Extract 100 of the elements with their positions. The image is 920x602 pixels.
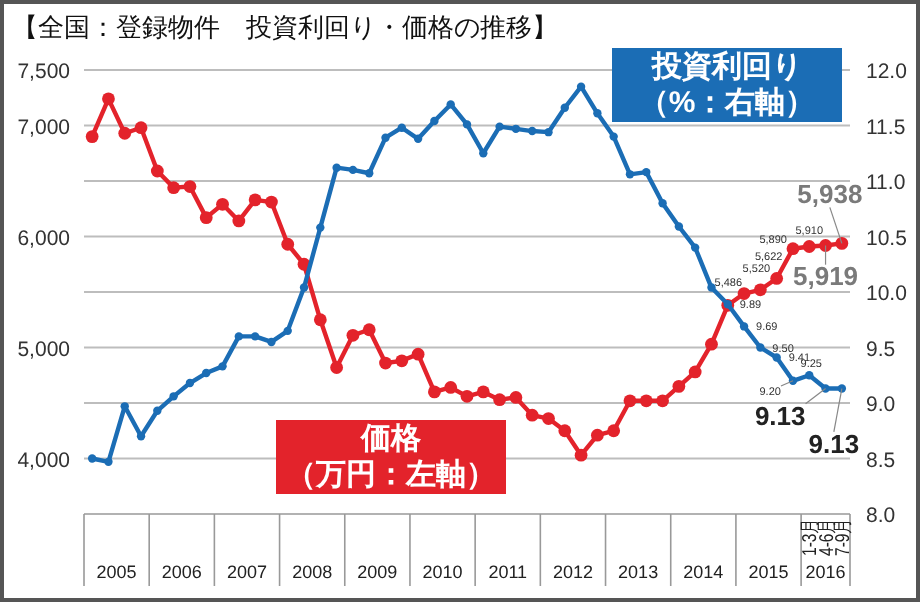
point [819, 239, 832, 252]
point [446, 100, 455, 109]
y2-tick-label: 11.5 [866, 115, 906, 140]
x-tick-label: 2008 [292, 562, 333, 582]
point [476, 385, 490, 399]
y-tick-label: 4,000 [17, 448, 71, 473]
point [574, 448, 588, 462]
x-tick-label: 2006 [161, 562, 202, 582]
point [397, 123, 407, 132]
point [444, 381, 458, 394]
point [479, 149, 488, 158]
point [756, 343, 765, 352]
point [365, 169, 374, 178]
y2-tick-label: 12.0 [866, 60, 908, 84]
x-tick-label: 2013 [618, 562, 659, 582]
y2-tick-label: 11.0 [866, 171, 906, 195]
point [283, 326, 292, 336]
point [821, 384, 830, 393]
point [493, 393, 506, 407]
point [169, 392, 178, 401]
y2-tick-label: 9.5 [866, 337, 896, 362]
y-tick-label: 6,000 [17, 226, 71, 251]
point [202, 368, 211, 378]
point [330, 361, 344, 374]
point [739, 322, 749, 331]
point [265, 195, 278, 209]
point [544, 127, 553, 137]
x-tick-label: 2012 [552, 562, 593, 582]
point [527, 126, 537, 136]
point [136, 432, 146, 441]
point [770, 272, 784, 285]
point [509, 391, 523, 404]
point [183, 180, 197, 193]
point [299, 283, 309, 292]
point [560, 103, 569, 112]
point [705, 337, 718, 351]
point [625, 170, 635, 179]
x-tick-label: 2011 [488, 562, 528, 582]
point [250, 332, 260, 341]
point [87, 454, 97, 463]
point [185, 378, 195, 388]
point [658, 199, 667, 208]
x-tick-label: 2015 [748, 562, 789, 582]
x-tick-label: 2009 [357, 562, 398, 582]
point [362, 323, 376, 337]
point [753, 283, 767, 297]
point [772, 353, 781, 362]
y2-tick-label: 8.5 [866, 448, 896, 473]
point [167, 181, 181, 195]
x-tick-label: 2005 [96, 562, 137, 582]
point [85, 130, 99, 143]
y2-tick-label: 9.0 [866, 393, 896, 417]
point [805, 371, 814, 380]
point [495, 122, 504, 131]
point [656, 394, 669, 408]
point [542, 412, 555, 425]
point [395, 354, 409, 368]
point [118, 126, 132, 140]
data-label: 9.13 [808, 428, 860, 459]
point [642, 167, 651, 177]
point [707, 283, 716, 292]
y2-tick-label: 8.0 [866, 504, 896, 528]
point [267, 337, 276, 347]
y2-tick-label: 10.5 [866, 226, 908, 251]
point [593, 109, 602, 118]
data-label: 9.13 [754, 400, 806, 431]
point [609, 132, 618, 141]
point [281, 237, 295, 251]
point [120, 402, 129, 411]
title: 【全国：登録物件 投資利回り・価格の推移】 [12, 12, 558, 42]
point [379, 356, 392, 370]
point [590, 428, 604, 442]
point [150, 164, 164, 178]
point [462, 120, 472, 129]
point [690, 243, 700, 252]
data-label: 5,938 [797, 179, 863, 210]
point [313, 313, 327, 327]
point [199, 211, 213, 225]
point [381, 133, 390, 142]
y-tick-label: 7,000 [17, 115, 71, 140]
point [216, 197, 229, 211]
point [786, 242, 800, 256]
x-tick-label: 2010 [422, 562, 463, 582]
point [576, 82, 586, 91]
point [316, 223, 325, 232]
point [102, 92, 115, 106]
y-tick-label: 7,500 [17, 60, 71, 84]
point [104, 457, 113, 467]
annotation: 7-9月 [832, 507, 855, 556]
point [674, 222, 684, 231]
y2-tick-label: 10.0 [866, 282, 908, 306]
point [430, 116, 439, 126]
point [639, 394, 653, 408]
point [688, 365, 702, 379]
point [332, 163, 341, 172]
point [672, 379, 686, 393]
point [623, 394, 637, 408]
point [558, 424, 572, 438]
point [835, 236, 849, 250]
point [411, 347, 425, 361]
